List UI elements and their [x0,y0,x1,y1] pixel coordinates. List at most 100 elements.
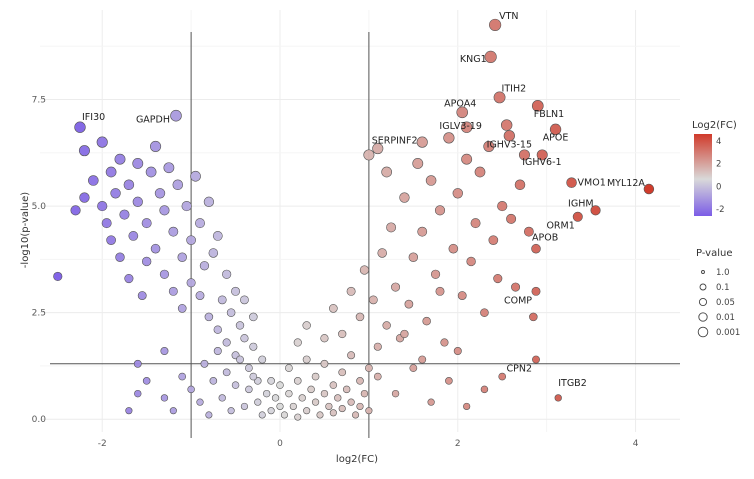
data-point [285,389,293,398]
size-legend-circle [698,297,708,307]
data-point [231,381,240,389]
data-point [169,407,177,415]
data-point [204,312,214,322]
data-point [347,351,356,360]
data-point [200,359,209,368]
data-point [434,205,446,216]
data-point [382,321,391,330]
data-point [417,226,428,237]
data-point [190,170,201,182]
data-point [145,166,157,178]
data-point [205,411,213,419]
data-point [483,140,495,152]
data-point [222,368,231,377]
data-point [497,200,508,212]
data-point [186,278,196,288]
data-point-labeled [531,100,544,112]
data-point [377,248,387,258]
data-point [381,166,393,178]
data-point-labeled [549,123,562,136]
data-point [227,407,235,415]
data-point [320,389,329,398]
data-point [523,226,534,237]
size-legend-items: 1.0 0.1 0.05 0.01 0.001 [697,268,740,338]
point-label: IGHV6-1 [522,157,561,168]
data-point [329,381,338,389]
data-point [276,402,284,411]
data-point-labeled [572,211,583,222]
data-point-labeled [484,50,497,63]
data-point [347,398,355,406]
data-point [293,377,302,385]
data-point [470,218,481,229]
data-point [422,316,431,326]
data-point [236,355,244,364]
data-point [461,153,473,165]
data-point [168,286,178,296]
data-point [124,273,134,284]
data-point [493,273,503,284]
point-label: ITIH2 [502,83,527,94]
data-point [178,372,187,381]
data-point [262,389,271,398]
data-point [213,325,222,334]
data-point-labeled [532,355,540,364]
data-point [254,398,262,406]
data-point [267,377,275,385]
data-point [352,411,360,419]
x-tick-label: 4 [633,439,639,449]
data-point [53,271,63,281]
data-point [168,226,179,237]
point-label: APOB [532,233,558,244]
data-point [399,192,410,203]
data-point-labeled [170,109,182,122]
size-legend-label: 0.05 [716,298,735,308]
data-point [240,402,249,411]
data-point [79,192,90,203]
data-point [114,153,126,165]
point-label: COMP [504,295,532,306]
data-point [249,342,258,351]
data-point [391,282,401,292]
data-point [457,291,467,301]
data-point-labeled [536,149,548,161]
data-point [514,179,526,191]
data-point [245,364,253,372]
data-point [213,346,222,356]
data-point [159,269,170,279]
data-point [97,200,108,212]
data-point [359,265,370,275]
data-point [307,385,315,394]
color-legend-tick: -2 [716,205,724,215]
data-point [365,407,373,415]
data-point-labeled [531,243,541,254]
y-tick-label: 5.0 [32,202,47,212]
color-legend-tick: 4 [716,137,721,147]
y-axis-ticks: 0.0 2.5 5.0 7.5 [32,96,47,426]
data-point [226,308,236,317]
data-point [480,385,489,394]
data-point [430,269,441,279]
data-point [142,377,151,385]
y-tick-label: 2.5 [32,309,46,319]
data-point-labeled [554,394,562,402]
data-point [218,394,226,402]
point-labels: VTN KNG1 ITIH2 APOA4 FBLN1 IGLV3-19 APOE IGHV3-… [82,11,645,389]
data-point [373,372,382,381]
data-point-labeled [493,91,506,104]
data-point [365,364,373,372]
data-point [245,385,253,394]
data-point [500,119,513,131]
point-label: VTN [499,11,518,22]
data-point [132,196,143,207]
data-point [96,136,108,148]
size-legend-circle [698,312,708,322]
size-legend-label: 0.1 [716,283,730,293]
data-point [363,149,375,161]
data-point [355,312,365,322]
data-point [123,179,135,191]
data-point [177,304,187,313]
data-point [302,321,311,330]
x-tick-label: -2 [98,439,107,449]
data-point [518,149,530,161]
